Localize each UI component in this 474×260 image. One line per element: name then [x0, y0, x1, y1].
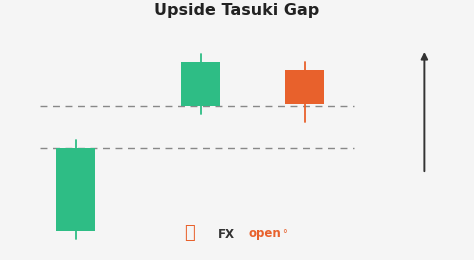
Text: °: ° [282, 229, 287, 239]
Text: Ⓕ: Ⓕ [184, 224, 195, 242]
Text: open: open [249, 228, 282, 240]
Bar [285, 70, 324, 104]
Text: FX: FX [218, 228, 235, 240]
Bar [181, 62, 220, 106]
Title: Upside Tasuki Gap: Upside Tasuki Gap [155, 3, 319, 18]
Bar [56, 148, 95, 231]
